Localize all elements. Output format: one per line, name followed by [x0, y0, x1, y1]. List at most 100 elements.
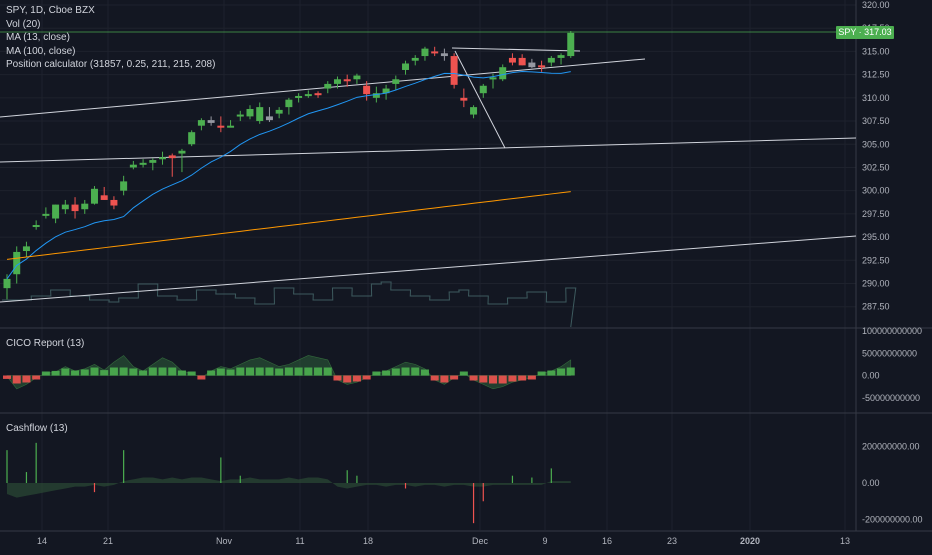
x-tick-label: 23: [667, 536, 677, 546]
x-tick-label: 13: [840, 536, 850, 546]
candle: [120, 175, 128, 196]
price-tick-label: 310.00: [862, 93, 890, 103]
candle-body: [499, 67, 507, 80]
candle: [295, 93, 303, 103]
candle-body: [246, 108, 254, 117]
cashflow-pane-title[interactable]: Cashflow (13): [6, 423, 68, 434]
indicator-ma100[interactable]: MA (100, close): [6, 45, 76, 57]
cico-bar: [352, 375, 361, 382]
candle: [450, 53, 458, 89]
cico-bar: [430, 375, 439, 381]
cico-pane-title[interactable]: CICO Report (13): [6, 338, 85, 349]
cico-bar: [265, 367, 274, 376]
price-tick-label: 312.50: [862, 70, 890, 80]
candle-body: [353, 75, 361, 80]
candle-body: [81, 203, 89, 210]
candle-body: [440, 53, 448, 57]
cico-tick-label: 50000000000: [862, 348, 917, 358]
cico-bar: [109, 367, 118, 376]
ma13-line: [6, 71, 571, 280]
cico-bar: [382, 370, 391, 376]
cico-bar: [489, 375, 497, 384]
cico-bar: [459, 371, 468, 376]
candle: [479, 83, 487, 98]
candle-body: [42, 213, 50, 216]
cico-bar: [71, 370, 80, 376]
candle-body: [411, 57, 419, 61]
cashflow-tick-label: -200000000.00: [862, 515, 923, 525]
candle-body: [90, 188, 98, 204]
cico-bar: [187, 371, 196, 376]
cashflow-tick-label: 0.00: [862, 478, 880, 488]
cico-bar: [314, 367, 323, 376]
indicator-ma13[interactable]: MA (13, close): [6, 32, 70, 43]
volume-step-line: [2, 281, 577, 328]
cico-bar: [61, 368, 70, 376]
candle-body: [13, 251, 21, 275]
candle: [207, 116, 215, 126]
candle: [52, 204, 60, 224]
symbol-line[interactable]: SPY, 1D, Cboe BZX: [6, 5, 95, 16]
cico-bar: [216, 368, 225, 376]
candle-body: [431, 51, 439, 54]
candle-body: [236, 114, 244, 117]
candle-body: [450, 56, 458, 85]
cico-bar: [527, 375, 536, 380]
candle: [178, 148, 186, 173]
candle: [159, 151, 167, 165]
candle: [227, 120, 235, 128]
candle: [61, 199, 69, 214]
cico-bar: [148, 367, 157, 376]
cico-bar: [411, 367, 420, 376]
cico-bar: [275, 368, 284, 376]
cashflow-area: [7, 477, 571, 498]
cico-bar: [537, 371, 546, 376]
cico-bar: [41, 371, 50, 376]
candle: [139, 159, 147, 168]
x-tick-label: 21: [103, 536, 113, 546]
candle-body: [207, 120, 215, 123]
cico-bar: [168, 367, 177, 376]
candle: [22, 241, 30, 258]
cashflow-tick-label: 200000000.00: [862, 442, 920, 452]
x-tick-label: 16: [602, 536, 612, 546]
price-tick-label: 307.50: [862, 116, 890, 126]
candle: [110, 196, 118, 210]
upper-channel-line: [0, 58, 646, 118]
candle: [411, 55, 419, 66]
candle-body: [547, 57, 555, 63]
candle: [460, 88, 468, 108]
candle-body: [392, 79, 400, 84]
x-tick-label: 18: [363, 536, 373, 546]
candle: [557, 53, 565, 65]
cico-tick-label: -50000000000: [862, 393, 920, 403]
candle: [188, 130, 196, 147]
candle-body: [382, 88, 390, 94]
candle-body: [120, 181, 128, 191]
candle: [71, 197, 79, 219]
candle-body: [460, 97, 468, 101]
candle-body: [100, 195, 108, 200]
candle-body: [518, 57, 526, 66]
candle-body: [275, 109, 283, 114]
candle: [275, 107, 283, 119]
cico-bar: [22, 375, 31, 383]
candle: [567, 30, 575, 58]
candle: [236, 110, 244, 122]
flagpole-line: [454, 50, 506, 149]
price-tick-label: 305.00: [862, 139, 890, 149]
price-tick-label: 320.00: [862, 0, 890, 10]
indicator-position-calculator[interactable]: Position calculator (31857, 0.25, 211, 2…: [6, 59, 216, 70]
indicator-vol[interactable]: Vol (20): [6, 18, 41, 30]
candle: [382, 84, 390, 100]
candle: [333, 76, 341, 89]
candle-body: [479, 85, 487, 94]
price-tick-label: 287.50: [862, 302, 890, 312]
candle: [508, 53, 516, 66]
candle-body: [168, 155, 176, 159]
candle-body: [159, 157, 167, 160]
candle-body: [363, 85, 371, 95]
